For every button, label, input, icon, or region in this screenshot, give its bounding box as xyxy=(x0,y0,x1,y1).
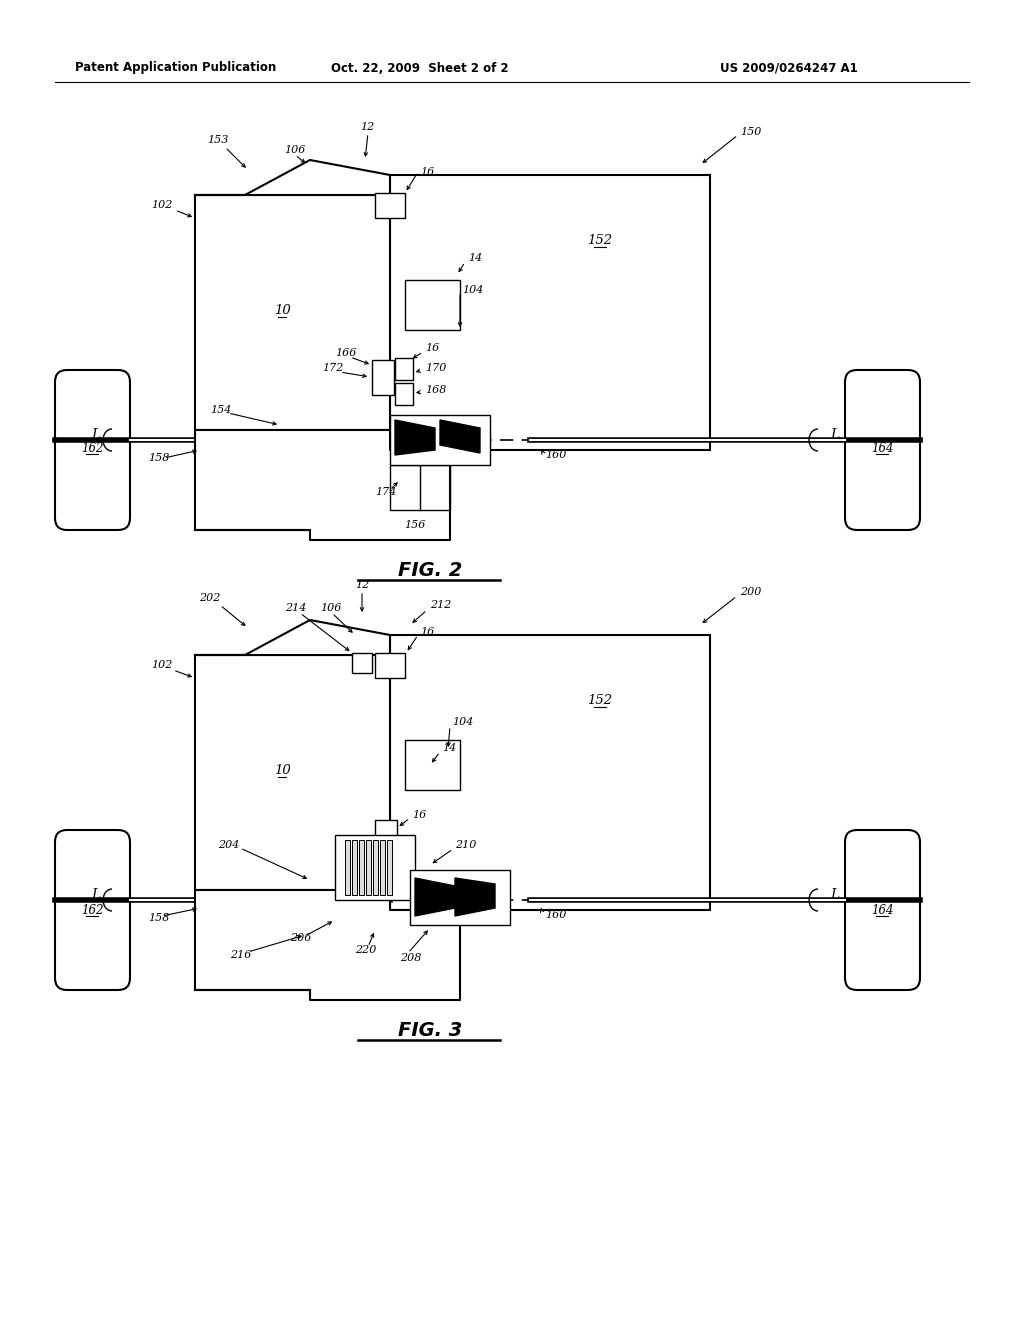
Bar xyxy=(390,465,450,510)
Text: 104: 104 xyxy=(462,285,483,294)
Text: 208: 208 xyxy=(400,953,421,964)
Polygon shape xyxy=(195,620,390,655)
Text: 162: 162 xyxy=(81,903,103,916)
Polygon shape xyxy=(455,878,495,916)
Text: 160: 160 xyxy=(545,909,566,920)
Bar xyxy=(375,193,406,218)
Text: 16: 16 xyxy=(420,627,434,638)
Bar xyxy=(387,840,392,895)
Bar xyxy=(390,635,710,909)
Bar xyxy=(395,358,413,380)
Text: 160: 160 xyxy=(545,450,566,459)
Text: 164: 164 xyxy=(870,441,893,454)
Bar xyxy=(410,870,510,925)
FancyBboxPatch shape xyxy=(845,370,920,531)
Text: 216: 216 xyxy=(230,950,251,960)
Text: 170: 170 xyxy=(425,363,446,374)
Text: FIG. 3: FIG. 3 xyxy=(397,1020,462,1040)
Polygon shape xyxy=(195,430,450,540)
Bar xyxy=(195,655,390,890)
Text: 168: 168 xyxy=(425,385,446,395)
Text: 204: 204 xyxy=(218,840,240,850)
Text: 106: 106 xyxy=(319,603,341,612)
Text: 10: 10 xyxy=(273,304,291,317)
Bar xyxy=(195,195,390,430)
Text: US 2009/0264247 A1: US 2009/0264247 A1 xyxy=(720,62,858,74)
Text: 206: 206 xyxy=(290,933,311,942)
Text: 152: 152 xyxy=(588,234,612,247)
Bar xyxy=(375,653,406,678)
Bar xyxy=(366,840,371,895)
Text: L: L xyxy=(830,428,840,442)
Text: 10: 10 xyxy=(273,763,291,776)
FancyBboxPatch shape xyxy=(55,370,130,531)
Bar xyxy=(390,176,710,450)
Text: L: L xyxy=(830,888,840,902)
Bar xyxy=(345,840,350,895)
Text: 14: 14 xyxy=(442,743,457,752)
Text: 102: 102 xyxy=(152,201,173,210)
Bar xyxy=(406,280,460,330)
Bar xyxy=(335,836,415,900)
Text: 154: 154 xyxy=(210,405,231,414)
Text: 212: 212 xyxy=(430,601,452,610)
Text: 158: 158 xyxy=(148,453,169,463)
Text: 162: 162 xyxy=(81,441,103,454)
Text: 16: 16 xyxy=(425,343,439,352)
Bar xyxy=(352,653,372,673)
Text: 12: 12 xyxy=(360,121,374,132)
Bar xyxy=(375,820,397,840)
Text: 172: 172 xyxy=(322,363,343,374)
Text: 214: 214 xyxy=(285,603,306,612)
Text: Oct. 22, 2009  Sheet 2 of 2: Oct. 22, 2009 Sheet 2 of 2 xyxy=(331,62,509,74)
Text: 104: 104 xyxy=(452,717,473,727)
Text: 166: 166 xyxy=(335,348,356,358)
Text: 174: 174 xyxy=(375,487,396,498)
Polygon shape xyxy=(395,420,435,455)
Text: 150: 150 xyxy=(740,127,762,137)
Text: 200: 200 xyxy=(740,587,762,597)
Text: 14: 14 xyxy=(468,253,482,263)
Bar xyxy=(372,360,394,395)
Text: FIG. 2: FIG. 2 xyxy=(397,561,462,579)
Text: 16: 16 xyxy=(420,168,434,177)
Bar xyxy=(359,840,364,895)
FancyBboxPatch shape xyxy=(55,830,130,990)
Text: L: L xyxy=(91,428,100,442)
Polygon shape xyxy=(195,890,460,1001)
Text: 12: 12 xyxy=(355,579,370,590)
Polygon shape xyxy=(195,160,390,195)
Text: 152: 152 xyxy=(588,693,612,706)
Text: 164: 164 xyxy=(870,903,893,916)
Text: Patent Application Publication: Patent Application Publication xyxy=(75,62,276,74)
Polygon shape xyxy=(440,420,480,453)
Text: 220: 220 xyxy=(355,945,377,954)
Bar xyxy=(373,840,378,895)
Bar xyxy=(390,414,490,465)
Text: 106: 106 xyxy=(284,145,305,154)
Polygon shape xyxy=(415,878,455,916)
Text: 156: 156 xyxy=(404,520,426,531)
Text: 202: 202 xyxy=(200,593,221,603)
Text: 210: 210 xyxy=(455,840,476,850)
Text: 153: 153 xyxy=(207,135,228,145)
Text: 102: 102 xyxy=(152,660,173,671)
Bar xyxy=(406,741,460,789)
Text: 16: 16 xyxy=(412,810,426,820)
Text: 158: 158 xyxy=(148,913,169,923)
Text: L: L xyxy=(91,888,100,902)
Bar xyxy=(380,840,385,895)
Bar xyxy=(352,840,357,895)
FancyBboxPatch shape xyxy=(845,830,920,990)
Bar xyxy=(395,383,413,405)
